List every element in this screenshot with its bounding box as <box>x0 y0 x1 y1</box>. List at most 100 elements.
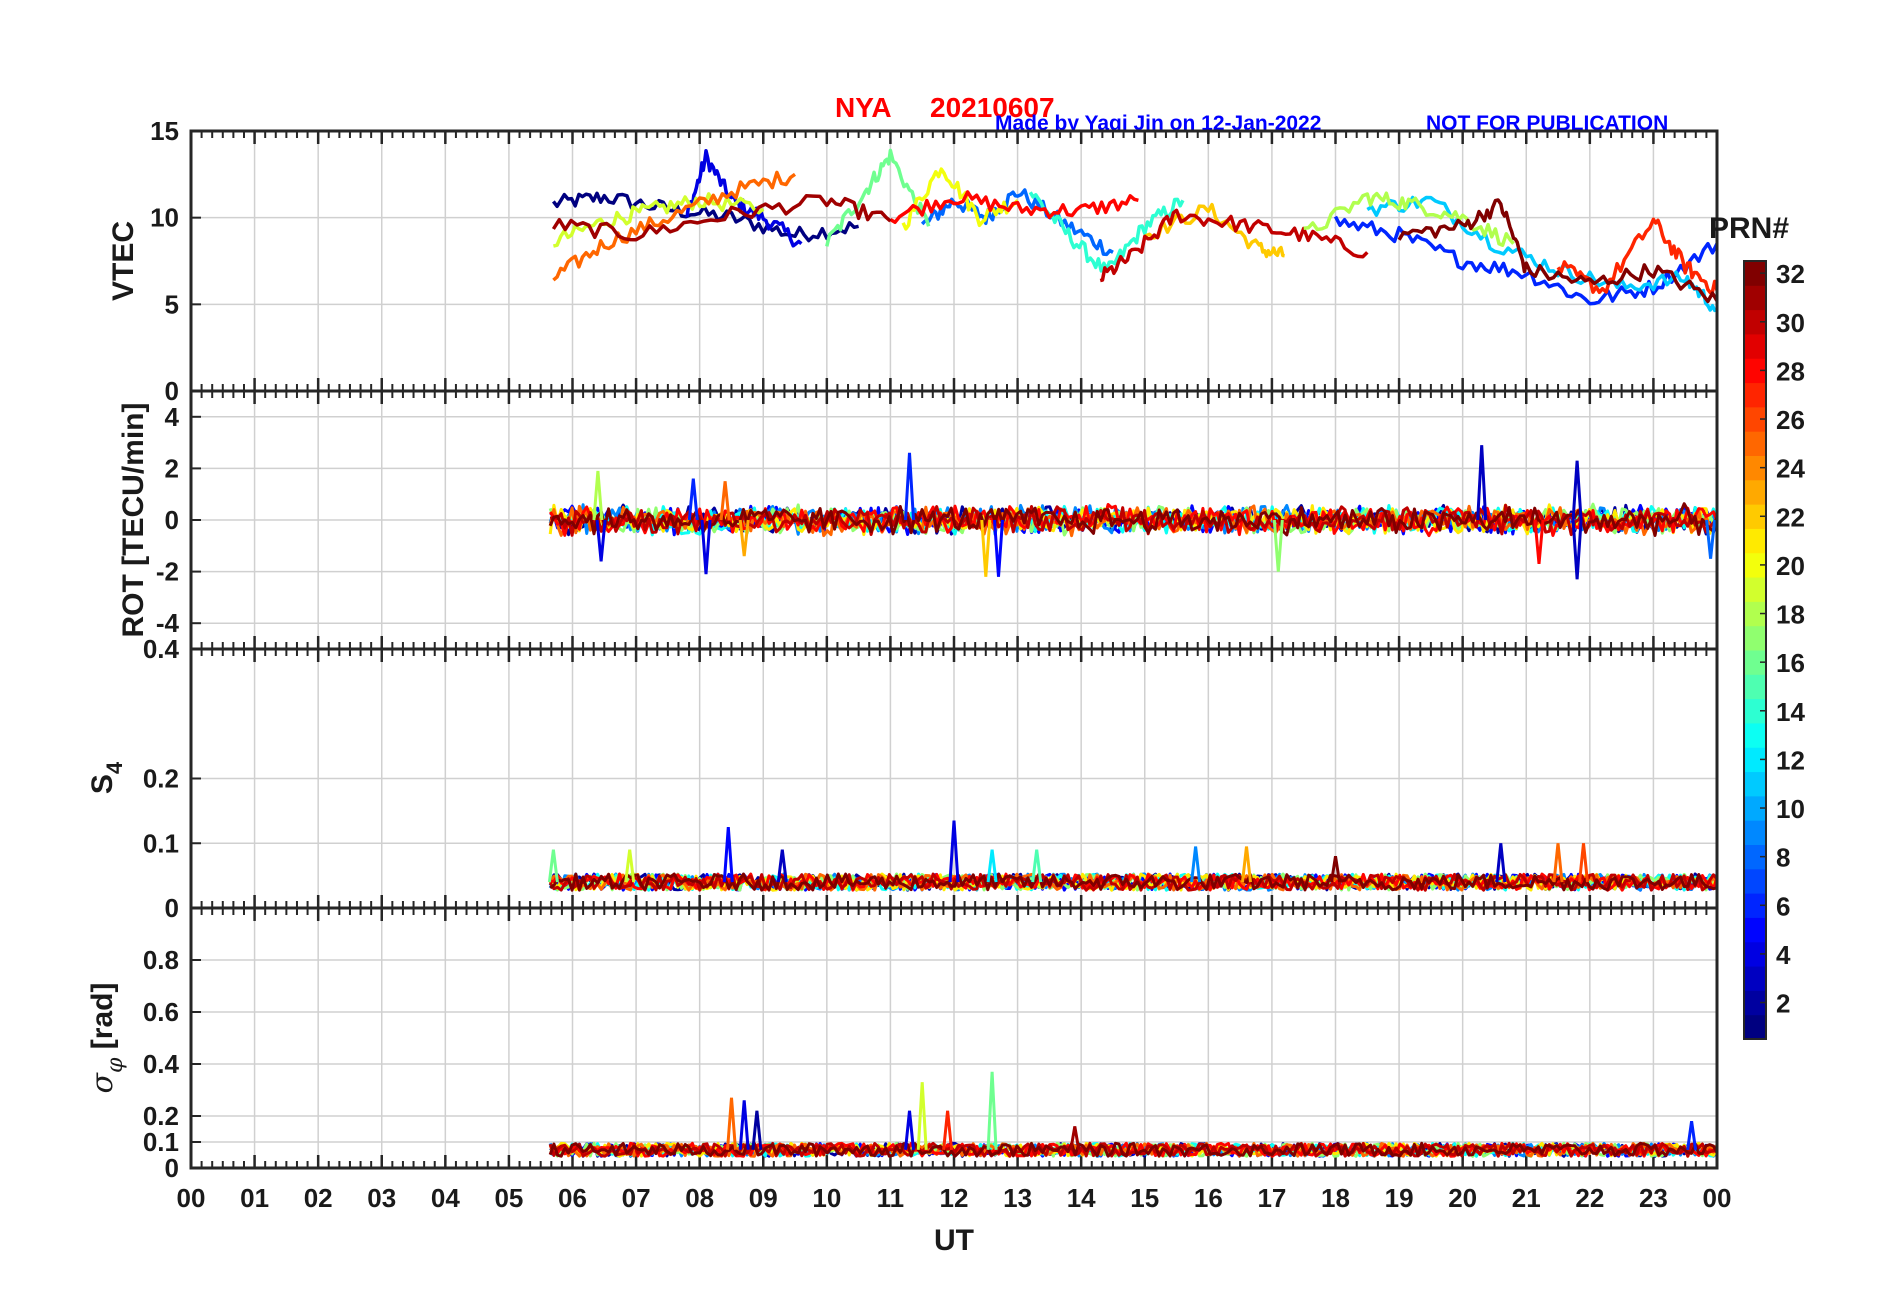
vtec-series-prn-31 <box>551 193 892 242</box>
colorbar-cell <box>1744 479 1766 505</box>
vtec-series-prn-20 <box>901 167 1019 231</box>
colorbar-cell <box>1744 333 1766 359</box>
colorbar-tick-label: 12 <box>1776 745 1805 775</box>
colorbar-cell <box>1744 406 1766 432</box>
colorbar-cell <box>1744 431 1766 456</box>
rot-panel: -4 -2 0 2 4 ROT [TECU/min] <box>117 389 1719 651</box>
x-tick-label: 12 <box>940 1183 969 1213</box>
y-tick-label: 5 <box>165 289 179 319</box>
colorbar-tick-label: 2 <box>1776 989 1790 1019</box>
colorbar-cell <box>1744 601 1766 627</box>
credit-text: Made by Yaqi Jin on 12-Jan-2022 <box>995 112 1321 135</box>
x-tick-label: 15 <box>1130 1183 1159 1213</box>
rot-y-label: ROT [TECU/min] <box>117 403 150 638</box>
colorbar-cell <box>1744 990 1766 1016</box>
sigma-spike <box>986 1071 998 1150</box>
colorbar-cell <box>1744 844 1766 870</box>
y-tick-label: 15 <box>150 116 179 146</box>
y-tick-label: 0.4 <box>143 1049 180 1079</box>
y-tick-label: 4 <box>165 402 180 432</box>
vtec-series-prn-28 <box>889 190 1139 225</box>
colorbar-tick-label: 22 <box>1776 502 1805 532</box>
sigma-spike <box>1069 1126 1081 1151</box>
x-tick-label: 10 <box>812 1183 841 1213</box>
x-tick-label: 11 <box>877 1183 905 1213</box>
x-tick-label: 23 <box>1639 1183 1668 1213</box>
y-tick-label: 0 <box>165 1153 179 1183</box>
rot-spike <box>738 519 750 557</box>
x-tick-label: 22 <box>1575 1183 1604 1213</box>
sigma-spike <box>1686 1120 1698 1151</box>
colorbar-tick-label: 10 <box>1776 794 1805 824</box>
colorbar-cell <box>1744 504 1766 529</box>
y-tick-label: -4 <box>156 608 180 638</box>
colorbar-cell <box>1744 893 1766 918</box>
x-tick-label: 19 <box>1385 1183 1414 1213</box>
colorbar-tick-label: 18 <box>1776 600 1805 630</box>
colorbar-cell <box>1744 941 1766 967</box>
vtec-series-prn-1 <box>552 191 859 243</box>
sigma-y-ticks: 00.10.2 0.4 0.6 0.8 <box>143 945 201 1183</box>
colorbar-cell <box>1744 455 1766 481</box>
y-tick-label: 0.1 <box>143 828 179 858</box>
x-tick-label: 00 <box>1703 1183 1732 1213</box>
svg-text:σφ [rad]: σφ [rad] <box>85 983 128 1094</box>
sigma-spike <box>942 1110 954 1150</box>
rot-spike <box>719 481 731 521</box>
colorbar-cell <box>1744 795 1766 821</box>
rot-spike <box>904 452 915 521</box>
s4-y-label: S4 <box>86 761 127 794</box>
x-tick-label: 01 <box>240 1183 269 1213</box>
colorbar-cell <box>1744 261 1766 286</box>
x-tick-label: 05 <box>494 1183 523 1213</box>
s4-series <box>547 820 1717 892</box>
s4-grid <box>189 649 1719 908</box>
rot-y-ticks: -4 -2 0 2 4 <box>156 402 201 638</box>
s4-spike <box>1031 849 1043 883</box>
notice-text: NOT FOR PUBLICATION <box>1426 112 1668 135</box>
colorbar-cell <box>1744 285 1766 311</box>
x-tick-label: 07 <box>622 1183 651 1213</box>
x-tick-labels: 00 01 02 03 04 05 06 07 08 09 10 11 12 13 14 15 16 17 18 19… <box>177 1183 1732 1213</box>
x-axis-label: UT <box>934 1224 974 1257</box>
colorbar-label: PRN# <box>1709 212 1789 245</box>
colorbar-cell <box>1744 747 1766 773</box>
y-tick-label: 0 <box>165 505 179 535</box>
colorbar-cell <box>1744 358 1766 384</box>
colorbar-cell <box>1744 698 1766 724</box>
x-tick-label: 03 <box>367 1183 396 1213</box>
sigma-spike <box>751 1110 763 1150</box>
colorbar-cell <box>1744 382 1766 408</box>
s4-spike <box>624 849 636 883</box>
y-tick-label: 0.2 <box>143 1101 179 1131</box>
y-tick-label: 0.6 <box>143 997 179 1027</box>
y-tick-label: 0.1 <box>143 1127 179 1157</box>
x-tick-label: 00 <box>177 1183 206 1213</box>
x-tick-label: 14 <box>1067 1183 1096 1213</box>
colorbar-cell <box>1744 552 1766 578</box>
rot-spike <box>1476 445 1488 521</box>
rot-spike <box>1533 519 1545 565</box>
x-tick-label: 06 <box>558 1183 587 1213</box>
colorbar-cell <box>1744 650 1766 675</box>
y-tick-label: 0.8 <box>143 945 179 975</box>
y-tick-label: 2 <box>165 453 179 483</box>
colorbar-cell <box>1744 868 1766 894</box>
rot-series <box>548 445 1717 580</box>
colorbar-tick-label: 26 <box>1776 405 1805 435</box>
colorbar-cell <box>1744 1014 1766 1040</box>
x-tick-label: 20 <box>1448 1183 1477 1213</box>
rot-spike <box>1272 519 1284 572</box>
colorbar-tick-label: 28 <box>1776 356 1805 386</box>
station-title: NYA <box>835 92 892 123</box>
colorbar-tick-label: 8 <box>1776 843 1790 873</box>
vtec-series-prn-32 <box>1397 198 1717 304</box>
x-tick-label: 02 <box>304 1183 333 1213</box>
colorbar-cell <box>1744 722 1766 748</box>
vtec-y-label: VTEC <box>107 221 140 301</box>
sigma-y-label: σφ [rad] <box>85 983 128 1094</box>
vtec-panel: 0 5 10 15 VTEC <box>107 116 1719 406</box>
sigma-series-prn-32 <box>548 1141 1717 1158</box>
